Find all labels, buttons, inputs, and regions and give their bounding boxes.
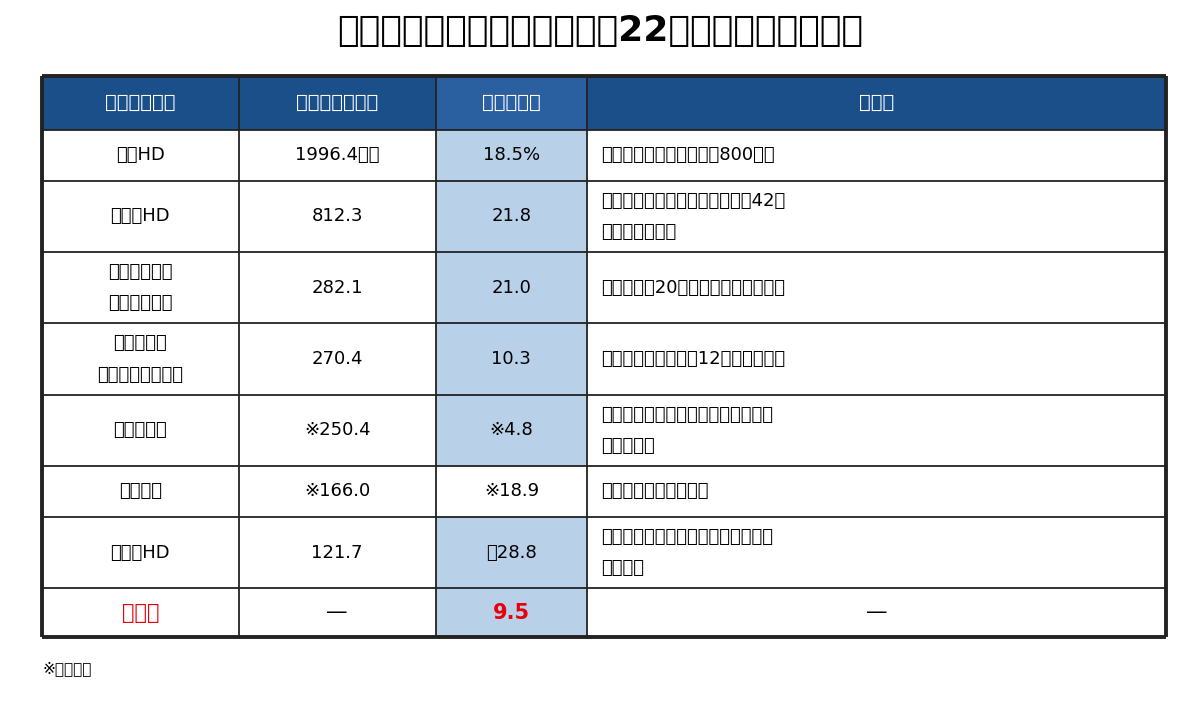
- Text: グループで20店舗出店、過去最高益: グループで20店舗出店、過去最高益: [601, 279, 785, 297]
- Bar: [42, 130, 1166, 181]
- Text: 店舗全体の売上高が落ち込み、守り: 店舗全体の売上高が落ち込み、守り: [601, 528, 773, 546]
- Text: セカンドストリート国内800店に: セカンドストリート国内800店に: [601, 146, 774, 164]
- Text: ※250.4: ※250.4: [304, 421, 371, 439]
- Bar: [436, 323, 587, 395]
- Bar: [42, 588, 1166, 637]
- Text: 旗艦店移転ならびに買取専門店42店: 旗艦店移転ならびに買取専門店42店: [601, 192, 785, 210]
- Text: 上場リユース企業主要７社の22年度通期決算まとめ: 上場リユース企業主要７社の22年度通期決算まとめ: [337, 14, 863, 48]
- Bar: [436, 76, 587, 130]
- Text: 10.3: 10.3: [492, 350, 532, 368]
- Bar: [436, 517, 587, 588]
- Text: ゲオHD: ゲオHD: [116, 146, 164, 164]
- Text: 大黒屋HD: 大黒屋HD: [110, 544, 170, 562]
- Text: 270.4: 270.4: [312, 350, 362, 368]
- Text: 前期比増減: 前期比増減: [482, 93, 541, 112]
- Text: 21.8: 21.8: [492, 207, 532, 225]
- Text: 時計相場下落、カメラ好調で中古売: 時計相場下落、カメラ好調で中古売: [601, 405, 773, 423]
- Text: リユース企業: リユース企業: [106, 93, 175, 112]
- Bar: [42, 395, 1166, 466]
- Text: リユース売上高: リユース売上高: [296, 93, 378, 112]
- Text: 概　況: 概 況: [859, 93, 894, 112]
- Text: 121.7: 121.7: [312, 544, 362, 562]
- Text: ―: ―: [868, 603, 887, 622]
- Bar: [42, 181, 1166, 252]
- Bar: [436, 252, 587, 323]
- Bar: [436, 395, 587, 466]
- Bar: [42, 323, 1166, 395]
- Text: 上高は増加: 上高は増加: [601, 437, 654, 455]
- Text: ―: ―: [328, 603, 347, 622]
- Text: 9.5: 9.5: [493, 603, 530, 623]
- Text: リユースの追い風、12店純増で成長: リユースの追い風、12店純増で成長: [601, 350, 785, 368]
- Text: ※18.9: ※18.9: [484, 482, 539, 500]
- Text: コメ兵HD: コメ兵HD: [110, 207, 170, 225]
- Text: 1996.4億円: 1996.4億円: [295, 146, 379, 164]
- Text: ※166.0: ※166.0: [304, 482, 371, 500]
- Text: ハードオフ: ハードオフ: [114, 334, 167, 352]
- Bar: [42, 76, 1166, 130]
- Text: 平　均: 平 均: [121, 603, 160, 623]
- Bar: [42, 466, 1166, 517]
- Text: ※本紙推計: ※本紙推計: [42, 661, 91, 675]
- Text: 出店で大幅成長: 出店で大幅成長: [601, 223, 676, 241]
- Text: 282.1: 282.1: [312, 279, 362, 297]
- Bar: [436, 130, 587, 181]
- Text: ファクトリー: ファクトリー: [108, 294, 173, 312]
- Text: ホビー好調で大幅増収: ホビー好調で大幅増収: [601, 482, 708, 500]
- Text: ※4.8: ※4.8: [490, 421, 533, 439]
- Text: トレジャー・: トレジャー・: [108, 263, 173, 281]
- Text: 21.0: 21.0: [492, 279, 532, 297]
- Text: シュッピン: シュッピン: [114, 421, 167, 439]
- Bar: [42, 252, 1166, 323]
- Bar: [436, 588, 587, 637]
- Text: 812.3: 812.3: [312, 207, 362, 225]
- Bar: [42, 517, 1166, 588]
- Text: テイツー: テイツー: [119, 482, 162, 500]
- Bar: [436, 181, 587, 252]
- Text: コーポレーション: コーポレーション: [97, 366, 184, 384]
- Text: －28.8: －28.8: [486, 544, 536, 562]
- Text: の経営に: の経営に: [601, 559, 644, 577]
- Text: 18.5%: 18.5%: [482, 146, 540, 164]
